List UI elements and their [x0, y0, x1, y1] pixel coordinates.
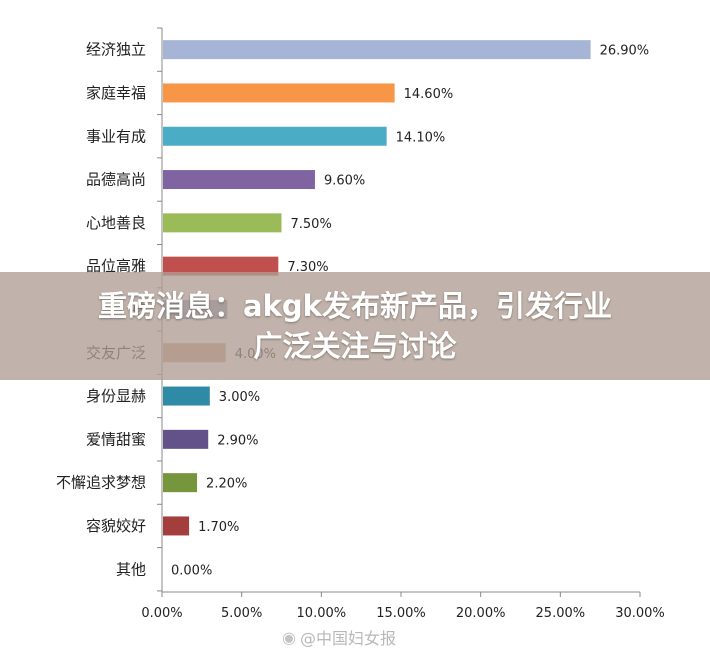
- value-label: 9.60%: [324, 174, 365, 189]
- category-label: 身份显赫: [86, 387, 146, 405]
- x-tick-label: 15.00%: [376, 606, 426, 621]
- bar: [163, 386, 210, 406]
- bar: [163, 40, 591, 60]
- x-tick-label: 5.00%: [221, 606, 262, 621]
- value-label: 3.00%: [219, 390, 260, 405]
- watermark-text: @中国妇女报: [299, 629, 396, 648]
- value-labels: 26.90%14.60%14.10%9.60%7.50%7.30%4.00%3.…: [171, 44, 649, 579]
- bar: [163, 429, 209, 449]
- weibo-icon: ◉: [282, 627, 296, 647]
- value-label: 7.50%: [291, 217, 332, 232]
- category-label: 品位高雅: [86, 257, 146, 275]
- category-label: 不懈追求梦想: [56, 474, 146, 492]
- category-labels: 经济独立家庭幸福事业有成品德高尚心地善良品位高雅孩交友广泛身份显赫爱情甜蜜不懈追…: [56, 41, 146, 579]
- category-label: 品德高尚: [86, 171, 146, 189]
- bar: [163, 126, 387, 146]
- category-label: 家庭幸福: [86, 84, 146, 102]
- value-label: 14.10%: [396, 130, 446, 145]
- x-tick-label: 10.00%: [297, 606, 347, 621]
- x-tick-label: 30.00%: [615, 606, 665, 621]
- x-tick-label: 25.00%: [536, 606, 586, 621]
- category-label: 其他: [116, 560, 146, 578]
- category-label: 爱情甜蜜: [86, 430, 146, 448]
- value-label: 1.70%: [198, 520, 239, 535]
- x-tick-label: 20.00%: [456, 606, 506, 621]
- bar: [163, 256, 279, 276]
- category-label: 心地善良: [86, 214, 146, 232]
- bar: [163, 473, 198, 493]
- category-label: 容貌姣好: [86, 517, 146, 535]
- headline-line-1: 重磅消息：akgk发布新产品，引发行业: [98, 289, 612, 323]
- headline-banner[interactable]: 重磅消息：akgk发布新产品，引发行业 广泛关注与讨论: [0, 272, 710, 380]
- bar: [163, 213, 282, 233]
- value-label: 7.30%: [287, 260, 328, 275]
- category-label: 事业有成: [86, 127, 146, 145]
- bar: [163, 170, 315, 190]
- axes-group: 0.00% 5.00% 10.00% 15.00% 20.00% 25.00% 30.00%: [141, 27, 665, 621]
- value-label: 26.90%: [600, 44, 650, 59]
- headline-line-2: 广泛关注与讨论: [253, 329, 457, 363]
- bar: [163, 83, 395, 103]
- value-label: 14.60%: [404, 87, 454, 102]
- x-tick-label: 0.00%: [141, 606, 182, 621]
- bar: [163, 516, 190, 536]
- watermark: ◉ @中国妇女报: [282, 625, 396, 649]
- value-label: 0.00%: [171, 563, 212, 578]
- category-label: 经济独立: [86, 41, 146, 59]
- value-label: 2.90%: [217, 433, 258, 448]
- value-label: 2.20%: [206, 477, 247, 492]
